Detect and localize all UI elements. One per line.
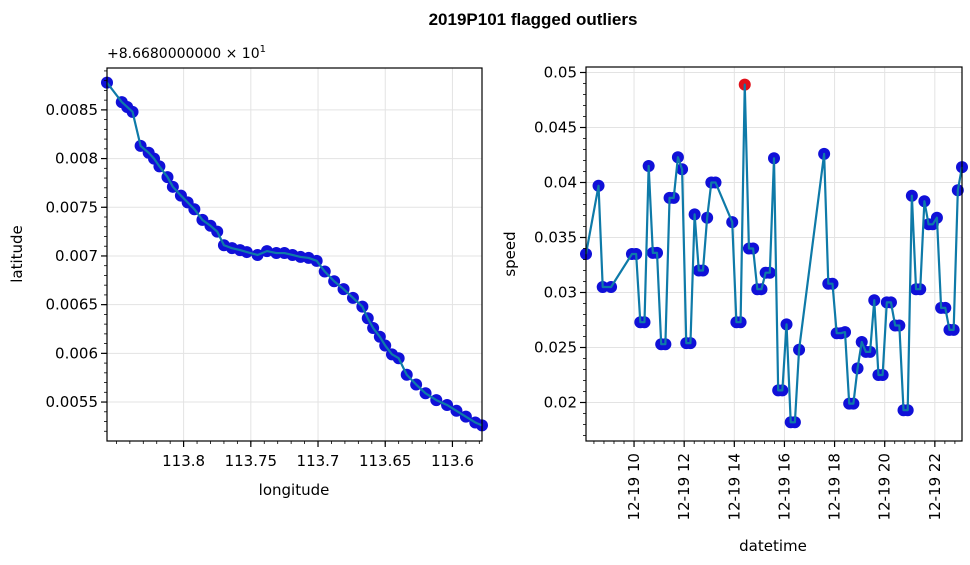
latlon-ytick-label: 0.006 bbox=[55, 344, 98, 362]
latlon-plot-frame bbox=[106, 67, 483, 442]
speed-xtick-label: 12-19 12 bbox=[675, 453, 693, 520]
latlon-ytick-label: 0.0055 bbox=[46, 393, 99, 411]
speed-xtick-label: 12-19 20 bbox=[876, 453, 894, 520]
speed-plot-frame bbox=[585, 66, 963, 442]
latlon-ytick-label: 0.0065 bbox=[46, 296, 99, 314]
speed-panel: 0.02 0.025 0.03 0.035 0.04 0.045 0.05 12-19 10 1… bbox=[501, 64, 968, 555]
latlon-ytick-label: 0.0085 bbox=[46, 101, 99, 119]
latlon-ytick-label: 0.008 bbox=[55, 150, 98, 168]
latlon-ytick-label: 0.0075 bbox=[46, 198, 99, 216]
speed-ticks: 0.02 0.025 0.03 0.035 0.04 0.045 0.05 12-19 10 1… bbox=[534, 64, 956, 520]
latlon-xtick-label: 113.6 bbox=[431, 452, 474, 470]
latlon-series bbox=[101, 76, 488, 432]
speed-ytick-label: 0.03 bbox=[544, 284, 577, 302]
speed-xtick-label: 12-19 18 bbox=[826, 453, 844, 520]
latlon-series-line bbox=[106, 81, 483, 427]
lon-axis-label: longitude bbox=[259, 481, 330, 499]
latlon-panel: +8.6680000000 × 101 0.00550.0060.00650.0… bbox=[8, 44, 488, 499]
lat-offset-label: +8.6680000000 × 101 bbox=[107, 44, 266, 62]
speed-series-line bbox=[584, 83, 964, 424]
lat-axis-label: latitude bbox=[8, 225, 26, 283]
datetime-axis-label: datetime bbox=[739, 537, 807, 555]
latlon-xtick-label: 113.75 bbox=[225, 452, 278, 470]
speed-ytick-label: 0.045 bbox=[534, 119, 577, 137]
speed-ytick-label: 0.02 bbox=[544, 394, 577, 412]
speed-xtick-label: 12-19 16 bbox=[775, 453, 793, 520]
figure-title: 2019P101 flagged outliers bbox=[429, 10, 638, 29]
latlon-xtick-label: 113.8 bbox=[162, 452, 205, 470]
speed-ytick-label: 0.04 bbox=[544, 174, 577, 192]
speed-axis-label: speed bbox=[501, 231, 519, 276]
speed-xtick-label: 12-19 14 bbox=[725, 453, 743, 520]
latlon-ticks: 0.0055 0.006 0.0065 0.007 0.0075 0.008 0.0085 1… bbox=[46, 70, 480, 470]
speed-ytick-label: 0.05 bbox=[544, 64, 577, 82]
speed-gridlines bbox=[586, 67, 962, 441]
speed-ytick-label: 0.025 bbox=[534, 339, 577, 357]
speed-series bbox=[580, 78, 968, 429]
speed-ytick-label: 0.035 bbox=[534, 229, 577, 247]
speed-xtick-label: 12-19 22 bbox=[926, 453, 944, 520]
latlon-xtick-label: 113.65 bbox=[359, 452, 412, 470]
latlon-ytick-label: 0.007 bbox=[55, 247, 98, 265]
latlon-xtick-label: 113.7 bbox=[297, 452, 340, 470]
speed-xtick-label: 12-19 10 bbox=[625, 453, 643, 520]
